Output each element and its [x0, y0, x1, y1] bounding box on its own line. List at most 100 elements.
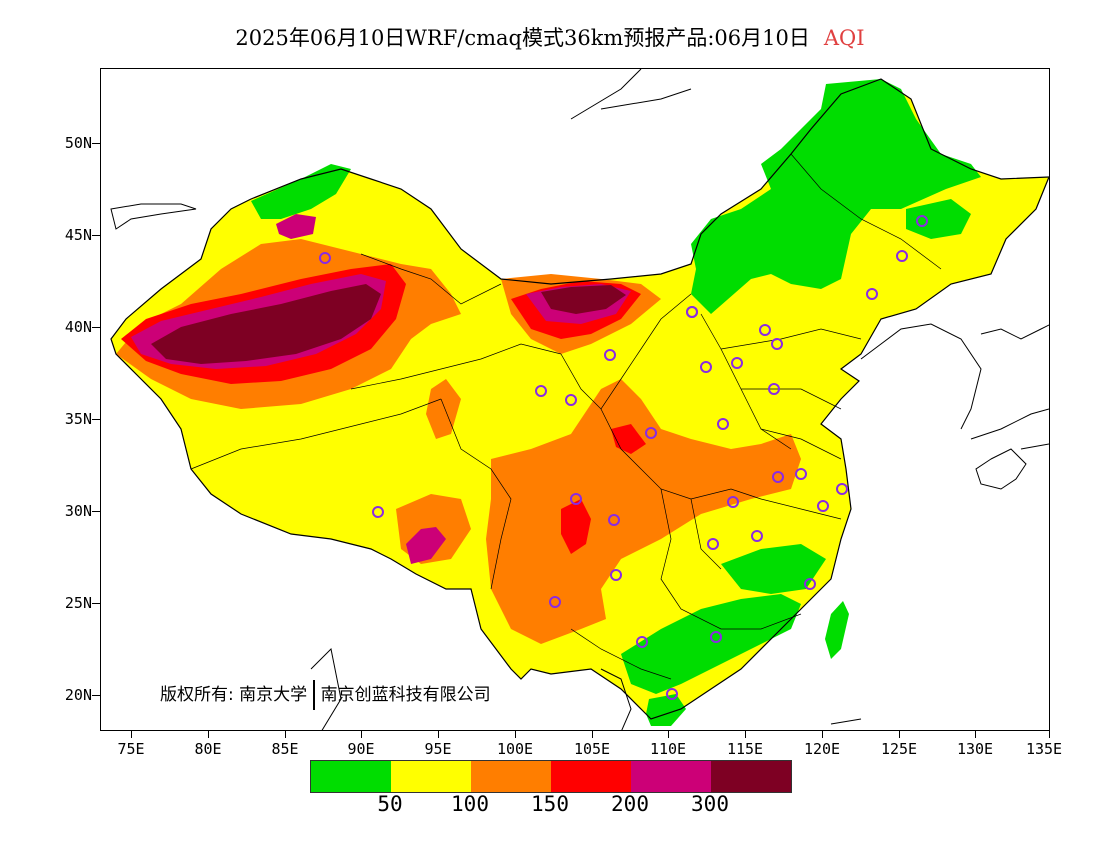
station-marker — [535, 385, 547, 397]
lon-label: 120E — [803, 740, 841, 758]
station-marker — [768, 383, 780, 395]
station-marker — [727, 496, 739, 508]
legend-swatch-usg — [471, 761, 551, 792]
aqi-zone-hazardous-taklamakan — [151, 284, 381, 364]
lat-label: 40N — [64, 318, 92, 336]
title-variable: AQI — [823, 26, 865, 50]
copyright-separator — [313, 680, 315, 710]
station-marker — [645, 427, 657, 439]
aqi-zone-good-northeast-patch — [906, 199, 971, 239]
province-boundaries — [190, 153, 942, 680]
lon-tick — [975, 731, 976, 738]
lon-tick — [515, 731, 516, 738]
station-marker — [700, 361, 712, 373]
aqi-zone-good-southeast — [721, 544, 826, 594]
aqi-zone-usg-qinghai — [426, 379, 461, 439]
lon-label: 75E — [117, 740, 145, 758]
legend-label: 100 — [451, 792, 489, 816]
aqi-zone-unhealthy-sichuan — [561, 499, 591, 554]
legend-swatch-unhealthy — [551, 761, 631, 792]
lat-tick — [92, 603, 100, 604]
lon-tick — [208, 731, 209, 738]
aqi-zone-very-unhealthy-dzungaria — [276, 214, 316, 239]
aqi-zone-usg-sichuan — [486, 379, 801, 644]
aqi-zone-good-altai — [251, 164, 351, 219]
legend-swatch-hazardous — [711, 761, 791, 792]
station-marker — [570, 493, 582, 505]
lat-label: 20N — [64, 686, 92, 704]
lon-tick — [1049, 731, 1050, 738]
map-frame — [100, 68, 1050, 731]
lon-tick — [438, 731, 439, 738]
title-main: 2025年06月10日WRF/cmaq模式36km预报产品:06月10日 — [235, 26, 810, 50]
station-marker — [610, 569, 622, 581]
station-marker — [896, 250, 908, 262]
lat-label: 25N — [64, 594, 92, 612]
station-marker — [717, 418, 729, 430]
legend-swatch-moderate — [391, 761, 471, 792]
lat-tick — [92, 327, 100, 328]
station-marker — [866, 288, 878, 300]
lat-label: 30N — [64, 502, 92, 520]
lon-label: 135E — [1025, 740, 1063, 758]
station-marker — [686, 306, 698, 318]
copyright-notice: 版权所有: 南京大学 南京创蓝科技有限公司 — [160, 680, 491, 710]
national-boundary — [110, 78, 1049, 720]
station-marker — [795, 468, 807, 480]
station-marker — [608, 514, 620, 526]
legend-swatch-good — [311, 761, 391, 792]
lon-label: 80E — [194, 740, 222, 758]
lon-label: 105E — [573, 740, 611, 758]
aqi-zone-very-unhealthy-tibet — [406, 527, 446, 564]
lon-tick — [285, 731, 286, 738]
station-marker — [710, 631, 722, 643]
aqi-zone-good-taiwan — [825, 601, 849, 659]
copyright-org2: 南京创蓝科技有限公司 — [320, 685, 491, 705]
station-markers — [319, 215, 928, 700]
lon-label: 100E — [496, 740, 534, 758]
aqi-zone-good-northeast — [691, 79, 981, 314]
aqi-zone-good-hainan — [646, 694, 686, 726]
station-marker — [772, 471, 784, 483]
aqi-zone-good-south — [621, 594, 801, 694]
lon-label: 115E — [726, 740, 764, 758]
station-marker — [604, 349, 616, 361]
lon-tick — [745, 731, 746, 738]
lon-tick — [899, 731, 900, 738]
aqi-zone-hazardous-alashan — [541, 285, 626, 314]
coastlines — [110, 69, 1049, 730]
copyright-prefix: 版权所有: — [160, 685, 234, 705]
station-marker — [636, 636, 648, 648]
station-marker — [565, 394, 577, 406]
legend-label: 50 — [377, 792, 403, 816]
copyright-org1: 南京大学 — [239, 685, 308, 705]
station-marker — [319, 252, 331, 264]
legend-label: 150 — [531, 792, 569, 816]
lon-label: 130E — [956, 740, 994, 758]
lon-label: 125E — [880, 740, 918, 758]
station-marker — [549, 596, 561, 608]
lon-tick — [822, 731, 823, 738]
station-marker — [372, 506, 384, 518]
lon-tick — [131, 731, 132, 738]
station-marker — [817, 500, 829, 512]
lat-tick — [92, 511, 100, 512]
lat-tick — [92, 695, 100, 696]
legend-label: 200 — [611, 792, 649, 816]
map-title: 2025年06月10日WRF/cmaq模式36km预报产品:06月10日 AQI — [0, 22, 1100, 52]
lon-label: 85E — [271, 740, 299, 758]
lat-tick — [92, 235, 100, 236]
legend-swatch-very-unhealthy — [631, 761, 711, 792]
station-marker — [731, 357, 743, 369]
station-marker — [836, 483, 848, 495]
lat-label: 35N — [64, 410, 92, 428]
station-marker — [707, 538, 719, 550]
aqi-map — [110, 69, 1049, 730]
station-marker — [666, 688, 678, 700]
lat-tick — [92, 419, 100, 420]
lon-tick — [361, 731, 362, 738]
station-marker — [771, 338, 783, 350]
lon-tick — [592, 731, 593, 738]
legend-label: 300 — [691, 792, 729, 816]
station-marker — [759, 324, 771, 336]
